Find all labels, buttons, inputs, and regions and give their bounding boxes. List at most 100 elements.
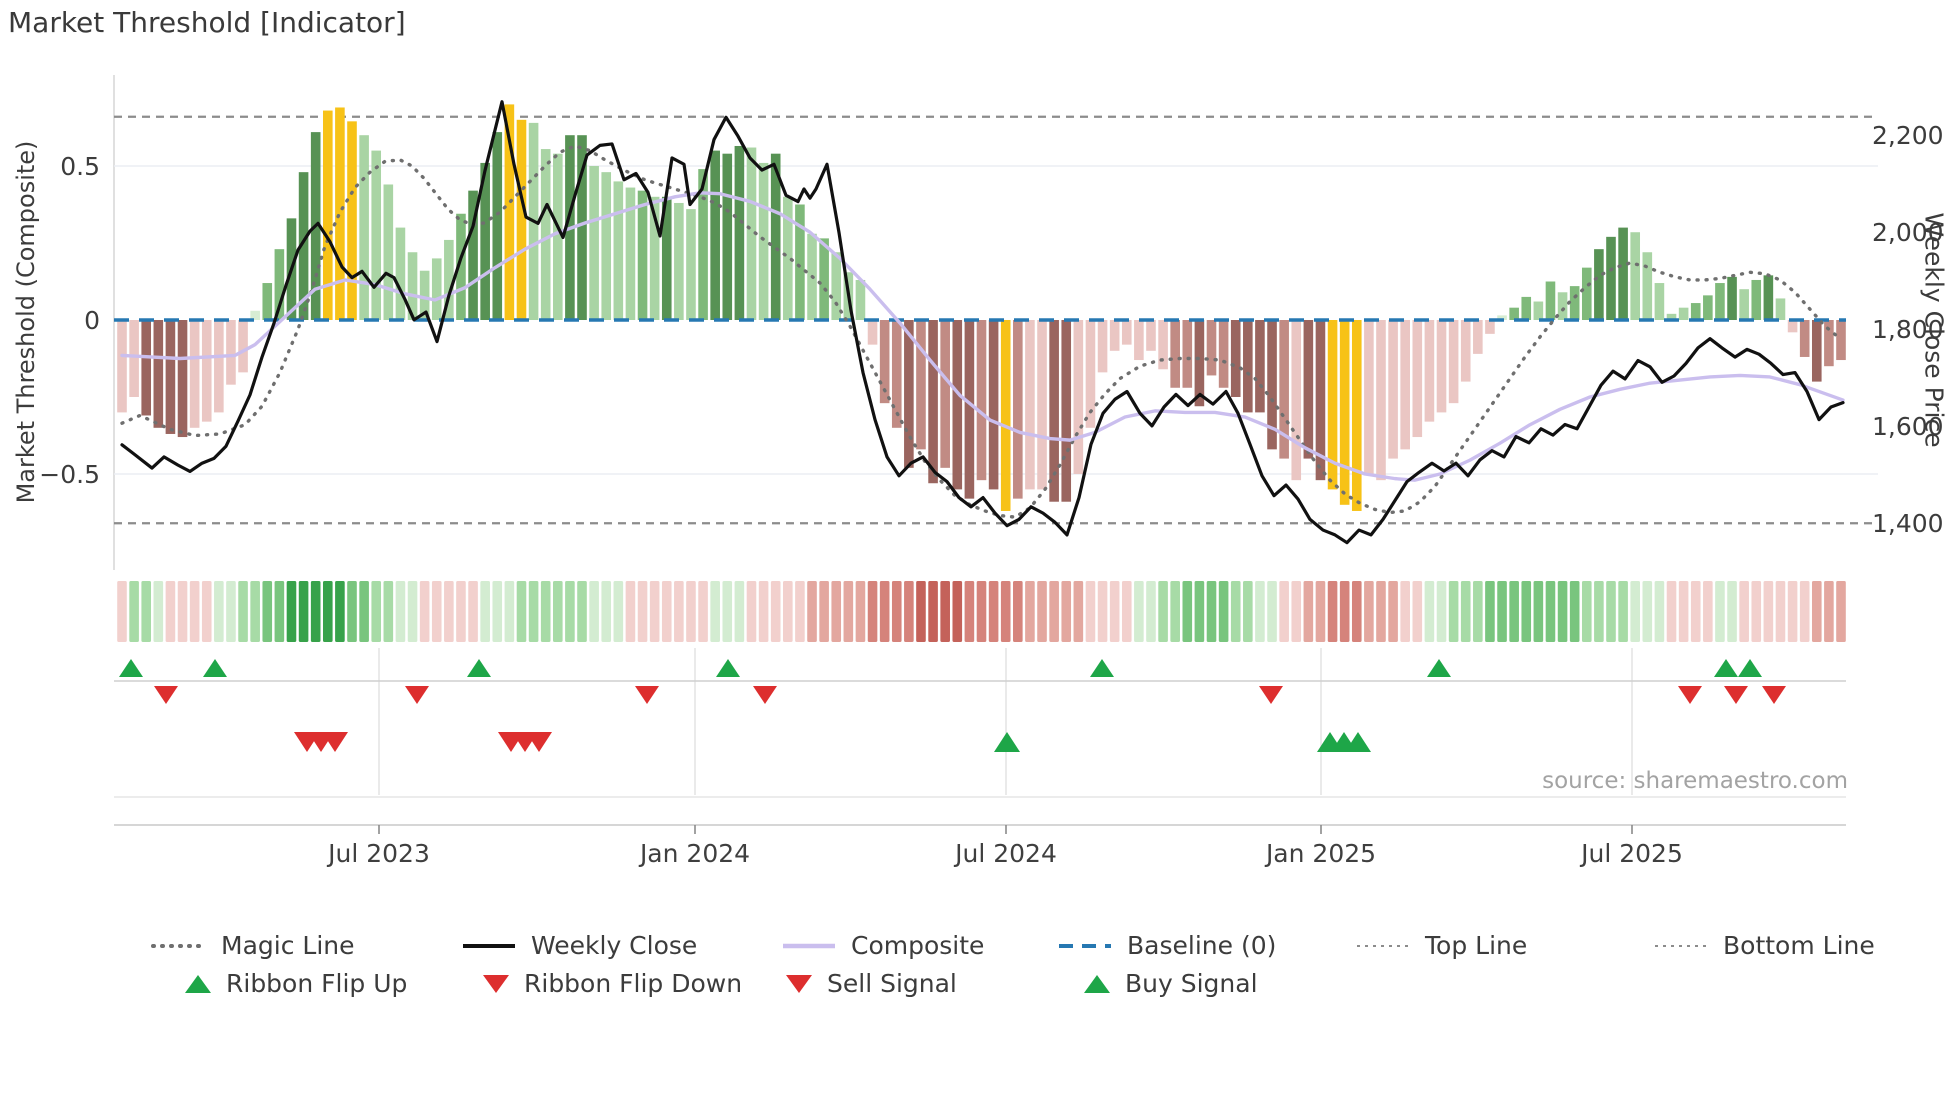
ribbon-cell xyxy=(1824,581,1834,642)
ribbon-flip-down-marker xyxy=(635,686,659,704)
threshold-bar xyxy=(1666,313,1677,320)
threshold-bar xyxy=(407,252,418,320)
threshold-bar xyxy=(1182,320,1193,388)
ribbon-cell xyxy=(1097,581,1108,642)
ribbon-cell xyxy=(250,581,260,642)
legend-sell-signal: Sell Signal xyxy=(784,969,957,998)
baseline-swatch-icon xyxy=(1059,943,1111,948)
ribbon-cell xyxy=(710,581,720,642)
threshold-bar xyxy=(1339,320,1350,505)
threshold-bar xyxy=(625,187,636,320)
threshold-bar xyxy=(649,196,660,320)
legend-label: Weekly Close xyxy=(531,931,698,960)
ribbon-cell xyxy=(819,581,829,642)
ribbon-flip-down-marker xyxy=(154,686,178,704)
triangle-up-icon xyxy=(1084,974,1110,993)
threshold-bar xyxy=(129,320,139,397)
legend-label: Buy Signal xyxy=(1125,969,1258,998)
threshold-bar xyxy=(238,320,248,373)
threshold-bar xyxy=(976,320,987,481)
ribbon-cell xyxy=(1291,581,1302,642)
threshold-bar xyxy=(1497,315,1507,320)
threshold-bar xyxy=(504,104,515,321)
threshold-bar xyxy=(153,320,164,428)
threshold-bar xyxy=(250,310,260,320)
ribbon-cell xyxy=(540,581,551,642)
threshold-bar xyxy=(1642,252,1653,320)
ribbon-cell xyxy=(1654,581,1665,642)
ribbon-cell xyxy=(1134,581,1144,642)
ribbon-cell xyxy=(1388,581,1398,642)
ribbon-cell xyxy=(1473,581,1483,642)
ribbon-cell xyxy=(964,581,975,642)
ribbon-cell xyxy=(831,581,842,642)
threshold-bar xyxy=(201,320,212,422)
threshold-bar xyxy=(1013,320,1023,499)
ribbon-cell xyxy=(1581,581,1592,642)
threshold-bar xyxy=(1448,320,1459,404)
ribbon-cell xyxy=(359,581,369,642)
threshold-bar xyxy=(322,110,333,320)
ribbon-cell xyxy=(1497,581,1507,642)
ribbon-cell xyxy=(383,581,394,642)
threshold-bar xyxy=(468,190,478,320)
ribbon-flip-up-marker xyxy=(119,659,143,677)
ribbon-cell xyxy=(940,581,950,642)
bottom-line-swatch-icon xyxy=(1655,944,1707,947)
ribbon-cell xyxy=(1243,581,1253,642)
ribbon-cell xyxy=(952,581,963,642)
ribbon-flip-up-marker xyxy=(467,659,491,677)
threshold-bar xyxy=(456,213,466,320)
legend-magic-line: Magic Line xyxy=(150,931,355,960)
ribbon-cell xyxy=(165,581,176,642)
ribbon-cell xyxy=(1666,581,1677,642)
threshold-bar xyxy=(916,320,926,450)
threshold-bar xyxy=(1509,307,1519,320)
threshold-bar xyxy=(444,239,454,320)
threshold-bar xyxy=(226,320,236,385)
threshold-bar xyxy=(1243,320,1253,413)
legend-label: Top Line xyxy=(1425,931,1528,960)
ribbon-cell xyxy=(1218,581,1229,642)
ribbon-cell xyxy=(1642,581,1653,642)
threshold-bar xyxy=(1569,286,1580,320)
threshold-bar xyxy=(1267,320,1277,450)
ribbon-cell xyxy=(746,581,757,642)
buy-signal-marker xyxy=(1345,732,1371,752)
threshold-bar xyxy=(1739,289,1749,320)
threshold-bar xyxy=(1824,320,1834,367)
ribbon-cell xyxy=(1727,581,1737,642)
ribbon-flip-down-marker xyxy=(1762,686,1786,704)
ribbon-cell xyxy=(238,581,248,642)
threshold-bar xyxy=(795,204,805,320)
threshold-bar xyxy=(1206,320,1217,376)
ribbon-cell xyxy=(783,581,793,642)
buy-signal-marker xyxy=(994,732,1020,752)
right-tick-label: 1,800 xyxy=(1872,315,1944,344)
threshold-bar xyxy=(1436,320,1447,413)
ribbon-cell xyxy=(1194,581,1205,642)
threshold-bar xyxy=(298,172,309,320)
threshold-bar xyxy=(1097,320,1108,373)
threshold-bar xyxy=(1799,320,1810,357)
ribbon-cell xyxy=(1751,581,1762,642)
ribbon-cell xyxy=(310,581,321,642)
threshold-bar xyxy=(1703,295,1713,320)
x-tick-label: Jan 2024 xyxy=(638,839,750,868)
page-title: Market Threshold [Indicator] xyxy=(8,6,406,39)
threshold-bar xyxy=(274,249,285,320)
threshold-bar xyxy=(1279,320,1289,459)
threshold-bar xyxy=(710,150,720,320)
threshold-bar xyxy=(855,279,866,320)
threshold-bar xyxy=(1412,320,1423,438)
ribbon-cell xyxy=(1182,581,1193,642)
threshold-bar xyxy=(1170,320,1180,388)
ribbon-cell xyxy=(1618,581,1628,642)
legend-ribbon-flip-up: Ribbon Flip Up xyxy=(183,969,407,998)
threshold-bar xyxy=(1533,301,1544,320)
threshold-bar xyxy=(577,135,587,320)
legend-label: Composite xyxy=(851,931,985,960)
ribbon-cell xyxy=(1364,581,1374,642)
threshold-bar xyxy=(371,150,382,320)
